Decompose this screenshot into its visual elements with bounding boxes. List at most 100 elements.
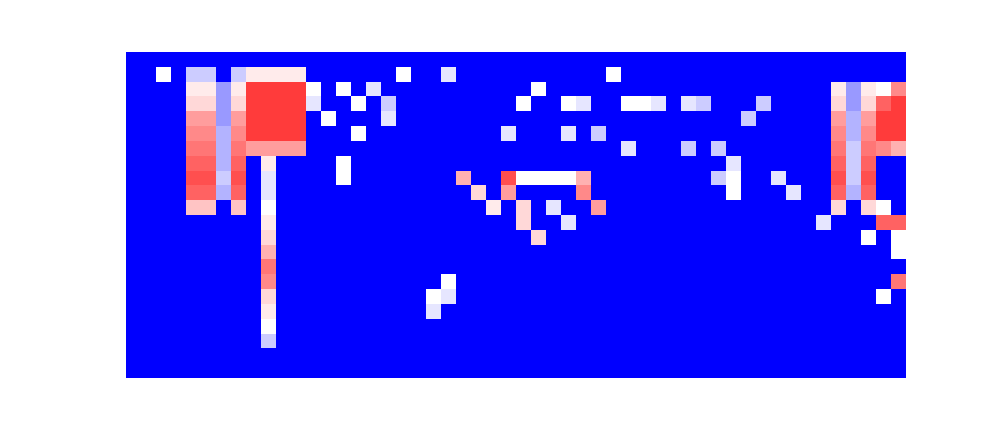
heatmap-cell <box>336 185 352 200</box>
heatmap-cell <box>606 230 622 245</box>
heatmap-cell <box>846 200 862 215</box>
heatmap-cell <box>636 52 652 67</box>
heatmap-cell <box>666 348 682 363</box>
heatmap-cell <box>561 141 577 156</box>
heatmap-cell <box>276 200 292 215</box>
heatmap-cell <box>156 200 172 215</box>
heatmap-cell <box>546 274 562 289</box>
heatmap-cell <box>201 141 217 156</box>
heatmap-cell <box>321 289 337 304</box>
heatmap-cell <box>786 52 802 67</box>
heatmap-cell <box>891 230 906 245</box>
heatmap-cell <box>411 363 427 378</box>
heatmap-cell <box>531 363 547 378</box>
heatmap-cell <box>426 245 442 260</box>
heatmap-cell <box>891 52 906 67</box>
heatmap-cell <box>891 200 906 215</box>
heatmap-cell <box>246 289 262 304</box>
heatmap-cell <box>306 156 322 171</box>
heatmap-cell <box>606 200 622 215</box>
heatmap-cell <box>261 348 277 363</box>
heatmap-cell <box>321 259 337 274</box>
heatmap-cell <box>246 215 262 230</box>
heatmap-cell <box>681 215 697 230</box>
heatmap-cell <box>501 304 517 319</box>
heatmap-cell <box>891 96 906 111</box>
heatmap-cell <box>681 96 697 111</box>
heatmap-cell <box>621 245 637 260</box>
heatmap-cell <box>531 185 547 200</box>
heatmap-cell <box>846 185 862 200</box>
heatmap-cell <box>156 67 172 82</box>
heatmap-cell <box>411 289 427 304</box>
heatmap-cell <box>366 274 382 289</box>
heatmap-cell <box>516 185 532 200</box>
heatmap-cell <box>231 52 247 67</box>
heatmap-cell <box>411 171 427 186</box>
heatmap-cell <box>276 215 292 230</box>
heatmap-cell <box>156 52 172 67</box>
heatmap-cell <box>531 289 547 304</box>
heatmap-cell <box>561 96 577 111</box>
heatmap-cell <box>441 304 457 319</box>
heatmap-cell <box>231 96 247 111</box>
heatmap-cell <box>741 230 757 245</box>
heatmap-cell <box>231 259 247 274</box>
heatmap-cell <box>696 111 712 126</box>
heatmap-cell <box>336 289 352 304</box>
heatmap-cell <box>381 82 397 97</box>
heatmap-cell <box>666 126 682 141</box>
heatmap-cell <box>801 200 817 215</box>
heatmap-cell <box>306 200 322 215</box>
heatmap-cell <box>231 348 247 363</box>
heatmap-cell <box>276 319 292 334</box>
heatmap-cell <box>666 259 682 274</box>
heatmap-cell <box>396 200 412 215</box>
heatmap-cell <box>246 334 262 349</box>
heatmap-cell <box>681 200 697 215</box>
heatmap-cell <box>561 52 577 67</box>
heatmap-cell <box>291 67 307 82</box>
heatmap-cell <box>351 230 367 245</box>
heatmap-cell <box>831 230 847 245</box>
heatmap-cell <box>186 141 202 156</box>
heatmap-cell <box>741 289 757 304</box>
heatmap-cell <box>816 289 832 304</box>
heatmap-cell <box>396 96 412 111</box>
heatmap-cell <box>531 230 547 245</box>
heatmap-cell <box>156 230 172 245</box>
heatmap-cell <box>711 185 727 200</box>
heatmap-cell <box>726 348 742 363</box>
heatmap-cell <box>366 319 382 334</box>
heatmap-cell <box>651 185 667 200</box>
heatmap-cell <box>351 245 367 260</box>
heatmap-cell <box>231 230 247 245</box>
heatmap-cell <box>231 67 247 82</box>
heatmap-cell <box>561 156 577 171</box>
heatmap-cell <box>501 126 517 141</box>
heatmap-cell <box>471 245 487 260</box>
heatmap-cell <box>831 171 847 186</box>
heatmap-cell <box>201 319 217 334</box>
heatmap-cell <box>186 259 202 274</box>
heatmap-cell <box>831 259 847 274</box>
heatmap-cell <box>291 141 307 156</box>
heatmap-cell <box>201 245 217 260</box>
heatmap-cell <box>396 230 412 245</box>
heatmap-cell <box>651 363 667 378</box>
heatmap-cell <box>351 259 367 274</box>
heatmap-cell <box>726 171 742 186</box>
heatmap-cell <box>846 67 862 82</box>
heatmap-cell <box>861 348 877 363</box>
heatmap-cell <box>216 52 232 67</box>
heatmap-cell <box>441 215 457 230</box>
heatmap-cell <box>366 156 382 171</box>
heatmap-cell <box>141 304 157 319</box>
heatmap-cell <box>621 230 637 245</box>
heatmap-cell <box>696 200 712 215</box>
heatmap-cell <box>351 171 367 186</box>
heatmap-cell <box>156 111 172 126</box>
heatmap-cell <box>441 245 457 260</box>
heatmap-cell <box>411 274 427 289</box>
heatmap-cell <box>726 289 742 304</box>
